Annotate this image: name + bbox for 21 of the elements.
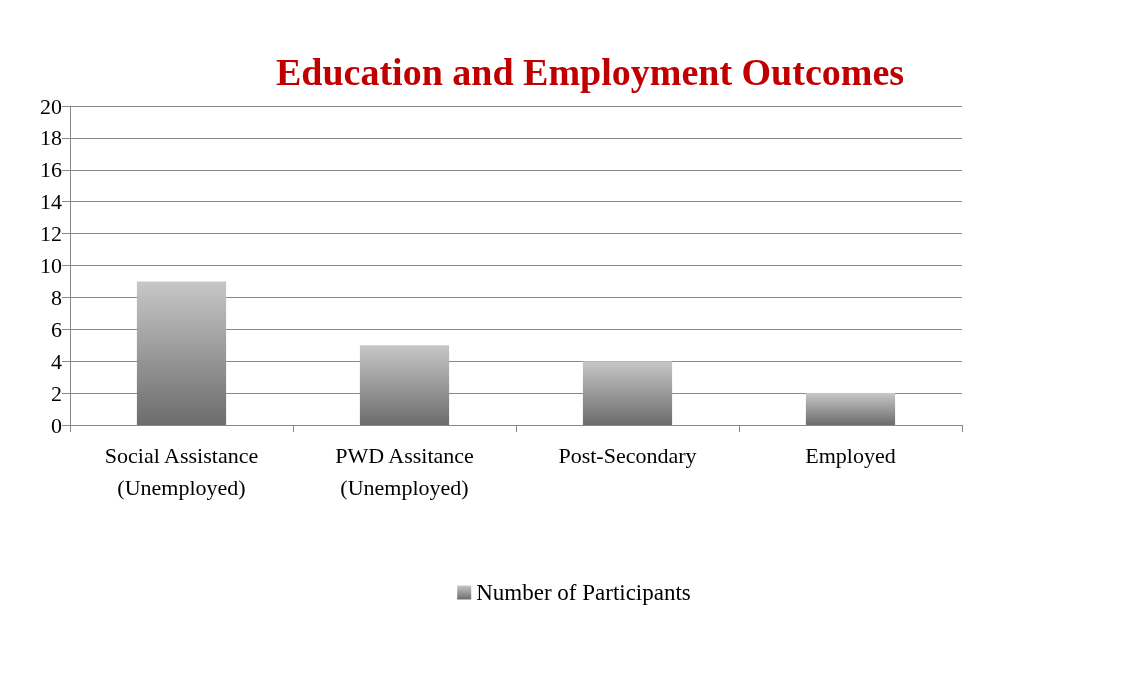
bar [582, 361, 673, 425]
y-tick-label: 10 [40, 253, 62, 278]
bar [805, 393, 896, 425]
x-tick-label: Social Assistance (Unemployed) [104, 442, 259, 500]
y-tick-label: 12 [40, 221, 62, 247]
y-tick-label: 0 [51, 412, 62, 438]
x-tick-label: Post-Secondary [558, 442, 697, 468]
legend-label: Number of Participants [476, 580, 691, 605]
y-tick-label: 8 [51, 284, 62, 310]
y-tick-label: 2 [51, 380, 62, 406]
x-tick-label: Employed [805, 442, 896, 468]
y-tick-label: 4 [51, 348, 62, 374]
y-tick-label: 6 [51, 316, 62, 342]
x-tick-label: PWD Assitance (Unemployed) [335, 442, 474, 500]
y-tick-label: 18 [40, 125, 62, 151]
bar [359, 345, 450, 425]
y-tick-label: 20 [40, 93, 62, 119]
y-tick-label: 16 [40, 157, 62, 183]
y-tick-label: 14 [40, 189, 62, 215]
chart-title: Education and Employment Outcomes [275, 51, 905, 93]
bar [136, 281, 227, 425]
